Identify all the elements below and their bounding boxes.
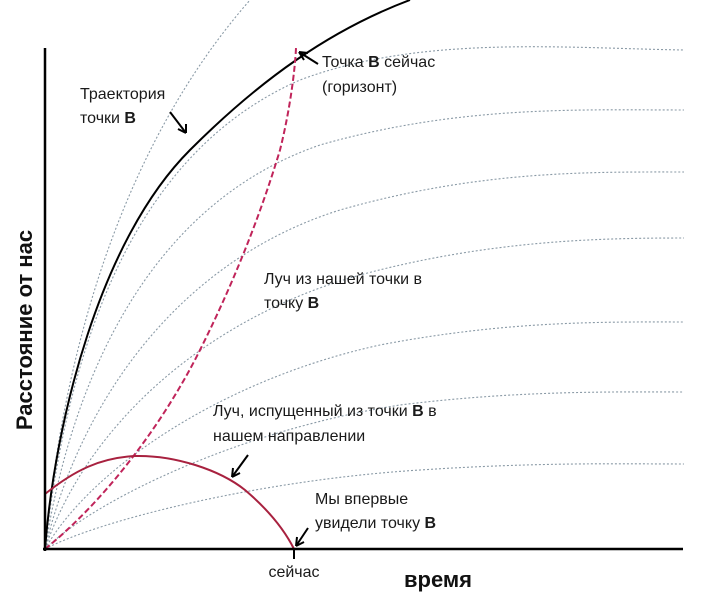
comoving-line-2: [44, 46, 685, 550]
label-ray-from-us-line2: точку B: [264, 295, 319, 312]
label-trajectory-line2: точки B: [80, 110, 136, 127]
comoving-line-3: [44, 109, 685, 550]
arrow-head: [295, 536, 305, 547]
arrow-trajectory: [169, 111, 187, 134]
arrow-head: [298, 51, 309, 61]
label-ray-from-us-line1: Луч из нашей точки в: [264, 271, 422, 288]
comoving-line-7: [44, 391, 685, 550]
arrow-icon: [295, 527, 309, 547]
arrow-head: [177, 124, 187, 134]
label-first-seen-line1: Мы впервые: [315, 491, 408, 508]
ray-from-our-point-to-b: [44, 47, 297, 550]
label-point-b-now-line2: (горизонт): [322, 79, 397, 96]
arrow-icon: [169, 111, 187, 134]
x-axis-title: время: [404, 567, 472, 592]
label-first-seen-line2: увидели точку B: [315, 515, 436, 532]
x-tick-label-now: сейчас: [268, 564, 319, 581]
arrow-first-seen: [295, 527, 309, 547]
label-ray-from-b-line2: нашем направлении: [213, 428, 365, 445]
comoving-line-8: [44, 463, 685, 550]
arrow-point-b-now: [298, 51, 319, 65]
trajectory-of-point-b: [44, 0, 411, 550]
label-trajectory-line1: Траектория: [80, 86, 165, 103]
arrow-head: [231, 467, 241, 478]
comoving-line-5: [44, 237, 685, 550]
arrow-icon: [231, 454, 249, 478]
label-point-b-now-line1: Точка B сейчас: [322, 54, 435, 71]
comoving-line-6: [44, 321, 685, 550]
label-ray-from-b-line1: Луч, испущенный из точки B в: [213, 403, 437, 420]
comoving-line-1: [44, 0, 251, 550]
arrow-ray-from-b: [231, 454, 249, 478]
comoving-line-4: [44, 171, 685, 550]
ray-emitted-from-b-toward-us: [44, 454, 295, 550]
arrow-icon: [298, 51, 319, 65]
y-axis-title: Расстояние от нас: [12, 230, 37, 430]
comoving-trajectories: [44, 0, 685, 550]
